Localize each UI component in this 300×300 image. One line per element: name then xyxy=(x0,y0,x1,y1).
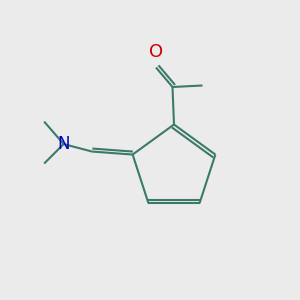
Text: N: N xyxy=(57,135,70,153)
Text: O: O xyxy=(149,43,163,61)
